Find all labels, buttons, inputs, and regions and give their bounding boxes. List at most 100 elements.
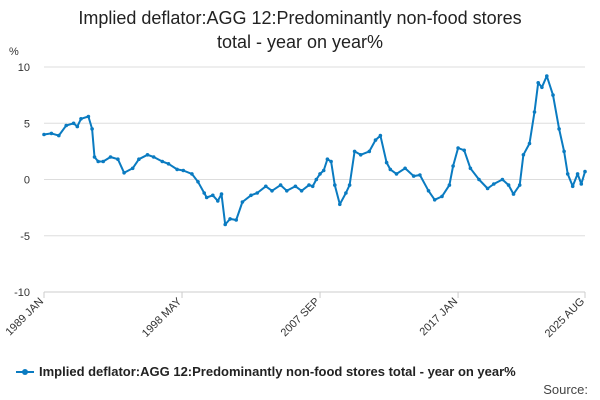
data-point bbox=[426, 189, 431, 193]
data-point bbox=[325, 157, 330, 161]
data-point bbox=[373, 138, 378, 142]
legend-swatch bbox=[16, 367, 34, 377]
data-point bbox=[211, 193, 215, 198]
data-point bbox=[202, 191, 206, 195]
data-point bbox=[521, 153, 526, 157]
data-point bbox=[411, 174, 416, 178]
data-point bbox=[90, 127, 94, 131]
data-point bbox=[579, 182, 584, 186]
chart-title-line-2: total - year on year% bbox=[216, 32, 384, 52]
data-point bbox=[310, 184, 315, 189]
data-point bbox=[204, 195, 209, 200]
data-point bbox=[314, 177, 319, 182]
data-point bbox=[216, 199, 220, 203]
data-point bbox=[358, 153, 363, 157]
data-point bbox=[432, 198, 437, 202]
data-point bbox=[338, 202, 342, 207]
x-tick-label: 2017 JAN bbox=[418, 296, 461, 339]
data-point bbox=[219, 192, 224, 196]
series-line bbox=[43, 75, 586, 226]
data-point bbox=[418, 173, 422, 177]
x-tick-label: 1989 JAN bbox=[3, 296, 46, 339]
chart-title-line-1: Implied deflator:AGG 12:Predominantly no… bbox=[78, 8, 522, 28]
y-tick-label: 5 bbox=[24, 118, 30, 130]
data-point bbox=[456, 146, 460, 150]
data-point bbox=[551, 93, 555, 97]
data-point bbox=[264, 184, 268, 189]
data-point bbox=[64, 123, 68, 128]
data-point bbox=[75, 124, 80, 129]
data-point bbox=[500, 177, 505, 182]
legend-label: Implied deflator:AGG 12:Predominantly no… bbox=[39, 364, 516, 379]
data-point bbox=[540, 85, 544, 90]
data-point bbox=[166, 162, 171, 166]
data-point bbox=[240, 200, 245, 204]
data-point bbox=[388, 167, 393, 172]
data-point bbox=[86, 114, 91, 119]
data-point bbox=[130, 166, 135, 171]
data-point bbox=[344, 191, 348, 195]
data-point bbox=[485, 186, 490, 191]
data-point bbox=[440, 194, 444, 199]
series-layer bbox=[42, 74, 587, 227]
data-point bbox=[462, 148, 467, 153]
data-point bbox=[293, 184, 298, 189]
data-point bbox=[116, 157, 120, 161]
data-point bbox=[151, 155, 156, 159]
source-label: Source: bbox=[543, 382, 588, 397]
data-point bbox=[517, 183, 522, 187]
data-point bbox=[278, 183, 283, 187]
data-point bbox=[468, 166, 473, 171]
data-point bbox=[557, 127, 561, 131]
data-point bbox=[42, 132, 46, 137]
data-point bbox=[570, 184, 575, 189]
y-axis-label: % bbox=[9, 46, 19, 58]
data-point bbox=[249, 193, 253, 198]
data-point bbox=[96, 159, 100, 164]
data-point bbox=[347, 183, 352, 187]
x-tick-label: 2025 AUG bbox=[543, 296, 587, 340]
data-point bbox=[329, 159, 333, 164]
data-point bbox=[394, 172, 399, 176]
data-point bbox=[333, 183, 337, 187]
data-point bbox=[451, 164, 455, 168]
data-point bbox=[575, 172, 580, 176]
data-point bbox=[307, 183, 311, 187]
data-point bbox=[403, 166, 407, 171]
data-point bbox=[145, 153, 150, 157]
data-point bbox=[255, 191, 259, 195]
data-point bbox=[71, 121, 76, 126]
data-point bbox=[57, 133, 61, 138]
gridlines bbox=[44, 66, 585, 237]
x-tick-label: 2007 SEP bbox=[279, 296, 323, 340]
data-point bbox=[545, 74, 549, 78]
data-point bbox=[228, 217, 232, 221]
data-point bbox=[299, 189, 304, 193]
data-point bbox=[181, 168, 186, 173]
data-point bbox=[352, 149, 357, 154]
data-point bbox=[321, 168, 326, 173]
data-point bbox=[492, 182, 496, 186]
data-point bbox=[447, 183, 452, 187]
data-point bbox=[223, 222, 227, 227]
data-point bbox=[511, 192, 516, 196]
data-point bbox=[190, 172, 194, 176]
data-point bbox=[477, 177, 481, 182]
data-point bbox=[367, 149, 372, 154]
data-point bbox=[562, 149, 566, 154]
data-point bbox=[384, 160, 389, 165]
data-point bbox=[506, 183, 511, 187]
data-point bbox=[318, 172, 322, 176]
data-point bbox=[160, 159, 165, 164]
data-point bbox=[108, 155, 113, 159]
data-point bbox=[79, 117, 83, 121]
x-tick-label: 1998 MAY bbox=[140, 295, 185, 340]
y-tick-label: -10 bbox=[14, 287, 30, 299]
y-tick-label: 0 bbox=[24, 175, 30, 187]
data-point bbox=[285, 189, 289, 193]
legend: Implied deflator:AGG 12:Predominantly no… bbox=[16, 364, 516, 379]
data-point bbox=[92, 155, 97, 159]
data-point bbox=[175, 167, 179, 172]
axes: 10 5 0 -5 -10% 1989 JAN 1998 MAY 2007 SEP 2017 J… bbox=[3, 46, 587, 340]
